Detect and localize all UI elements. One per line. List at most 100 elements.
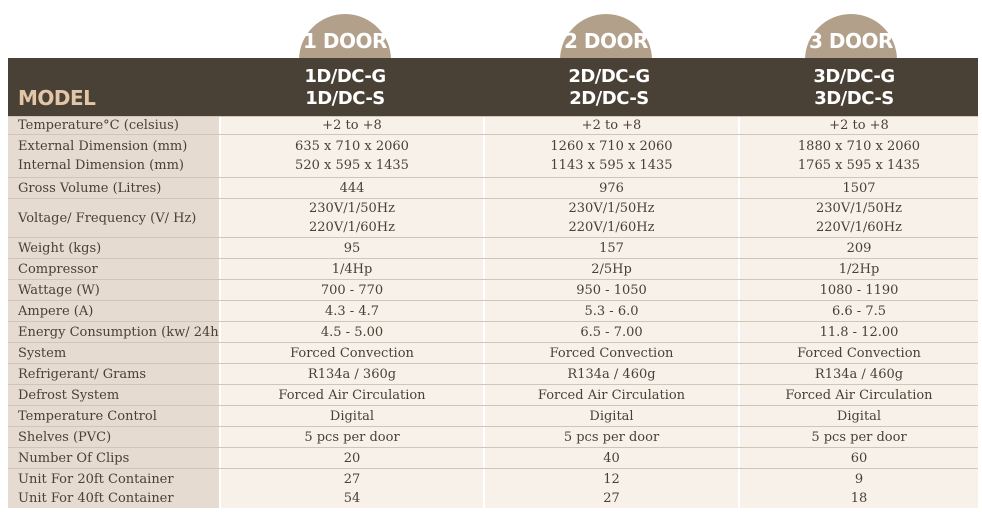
spec-value-3door-text: 209 (846, 240, 872, 256)
spec-value-1door: 635 x 710 x 2060 520 x 595 x 1435 (219, 135, 483, 177)
spec-value-3door: 1880 x 710 x 2060 1765 x 595 x 1435 (738, 135, 978, 177)
spec-value-2door-text: +2 to +8 (581, 118, 642, 133)
spec-value-1door-text: 4.3 - 4.7 (324, 303, 379, 319)
spec-value-3door: 1080 - 1190 (738, 280, 978, 300)
spec-value-2door-text: 27 (603, 490, 620, 506)
spec-row: Wattage (W) 700 - 770 950 - 1050 1080 - 119… (8, 279, 978, 300)
spec-value-3door-text: R134a / 460g (814, 366, 904, 382)
spec-value-2door-text: 5 pcs per door (563, 429, 660, 445)
model-code: 2D/DC-G (568, 66, 650, 87)
spec-value-2door-text: Forced Air Circulation (537, 387, 686, 403)
spec-value-2door: +2 to +8 (483, 117, 738, 134)
spec-value-2door: 5 pcs per door (483, 427, 738, 447)
spec-row: Energy Consumption (kw/ 24h) 4.5 - 5.00 6.… (8, 321, 978, 342)
spec-row: External Dimension (mm) Internal Dimensio… (8, 134, 978, 177)
spec-label-text: Energy Consumption (kw/ 24h) (18, 324, 224, 340)
spec-value-3door-text: 11.8 - 12.00 (819, 324, 899, 340)
model-code: 2D/DC-S (569, 88, 649, 109)
spec-row: Temperature°C (celsius) +2 to +8 +2 to +8 +… (8, 116, 978, 134)
spec-value-3door-text: 1765 x 595 x 1435 (797, 158, 921, 173)
model-name-3: 3D/DC-G 3D/DC-S (729, 66, 979, 110)
spec-row: Shelves (PVC) 5 pcs per door 5 pcs per doo… (8, 426, 978, 447)
spec-label: Ampere (A) (8, 301, 219, 321)
spec-value-1door: Digital (219, 406, 483, 426)
spec-value-1door-text: R134a / 360g (307, 366, 397, 382)
spec-label: Unit For 20ft Container Unit For 40ft Con… (8, 469, 219, 508)
model-code: 1D/DC-G (304, 66, 386, 87)
spec-value-1door-text: 27 (343, 471, 361, 487)
spec-value-2door: Forced Convection (483, 343, 738, 363)
spec-value-1door-text: 1/4Hp (331, 261, 373, 277)
spec-value-1door-text: Digital (329, 408, 375, 424)
spec-label-text: Ampere (A) (18, 303, 94, 319)
spec-value-1door: 27 54 (219, 469, 483, 508)
spec-value-1door: Forced Convection (219, 343, 483, 363)
spec-value-1door-text: 54 (343, 490, 361, 506)
spec-value-1door-text: +2 to +8 (322, 118, 382, 133)
spec-value-3door: 1/2Hp (738, 259, 978, 279)
spec-value-3door: 1507 (738, 178, 978, 198)
spec-value-2door-text: 230V/1/50Hz (568, 201, 655, 216)
spec-value-3door-text: 1/2Hp (838, 261, 880, 277)
header-band (8, 58, 978, 116)
spec-label: Shelves (PVC) (8, 427, 219, 447)
spec-row: Voltage/ Frequency (V/ Hz) 230V/1/50Hz 220… (8, 198, 978, 237)
spec-value-3door-text: 1507 (842, 180, 876, 196)
spec-value-3door: +2 to +8 (738, 117, 978, 134)
spec-label: Compressor (8, 259, 219, 279)
spec-value-3door-text: Digital (836, 408, 882, 424)
spec-label-text: Unit For 20ft Container (18, 471, 174, 487)
spec-value-3door-text: +2 to +8 (829, 118, 889, 133)
spec-label: Defrost System (8, 385, 219, 405)
spec-label-text: Gross Volume (Litres) (18, 180, 162, 196)
spec-value-1door-text: 20 (343, 450, 361, 466)
spec-value-1door-text: 700 - 770 (320, 282, 384, 298)
spec-value-3door-text: 1080 - 1190 (819, 282, 899, 298)
spec-value-1door: 4.3 - 4.7 (219, 301, 483, 321)
spec-value-2door-text: 950 - 1050 (576, 282, 647, 298)
spec-value-1door-text: 635 x 710 x 2060 (295, 139, 409, 154)
spec-label: Voltage/ Frequency (V/ Hz) (8, 199, 219, 237)
spec-value-2door: 2/5Hp (483, 259, 738, 279)
spec-value-3door: Forced Air Circulation (738, 385, 978, 405)
spec-value-2door-text: Digital (589, 408, 634, 424)
spec-label-text: Shelves (PVC) (18, 429, 112, 445)
model-label: MODEL (18, 86, 96, 110)
spec-row: Refrigerant/ Grams R134a / 360g R134a / 46… (8, 363, 978, 384)
spec-value-3door-text: 1880 x 710 x 2060 (797, 139, 921, 154)
spec-row: System Forced Convection Forced Convection… (8, 342, 978, 363)
spec-value-2door: R134a / 460g (483, 364, 738, 384)
spec-value-3door: 209 (738, 238, 978, 258)
spec-value-1door-text: 4.5 - 5.00 (320, 324, 384, 340)
spec-value-2door-text: 40 (603, 450, 620, 466)
spec-label: Wattage (W) (8, 280, 219, 300)
spec-label: Temperature Control (8, 406, 219, 426)
spec-value-1door-text: 220V/1/60Hz (309, 220, 395, 235)
spec-value-2door-text: 12 (603, 471, 620, 487)
spec-label: Energy Consumption (kw/ 24h) (8, 322, 224, 342)
spec-value-2door: 12 27 (483, 469, 738, 508)
spec-value-1door: 230V/1/50Hz 220V/1/60Hz (219, 199, 483, 237)
spec-value-2door-text: 5.3 - 6.0 (584, 303, 639, 319)
spec-value-3door: 9 18 (738, 469, 978, 508)
spec-value-1door-text: 444 (339, 180, 365, 196)
spec-value-3door-text: 230V/1/50Hz (816, 201, 902, 216)
spec-value-2door-text: 220V/1/60Hz (568, 220, 655, 235)
spec-label: Refrigerant/ Grams (8, 364, 219, 384)
spec-value-2door: 40 (483, 448, 738, 468)
spec-value-2door: 6.5 - 7.00 (483, 322, 738, 342)
spec-row: Gross Volume (Litres) 444 976 1507 (8, 177, 978, 198)
spec-value-2door: 1260 x 710 x 2060 1143 x 595 x 1435 (483, 135, 738, 177)
spec-value-2door: 230V/1/50Hz 220V/1/60Hz (483, 199, 738, 237)
spec-value-3door: 230V/1/50Hz 220V/1/60Hz (738, 199, 978, 237)
spec-value-1door: 20 (219, 448, 483, 468)
spec-value-1door-text: 5 pcs per door (304, 429, 400, 445)
spec-value-2door: 157 (483, 238, 738, 258)
spec-value-1door: 444 (219, 178, 483, 198)
spec-value-2door-text: 2/5Hp (591, 261, 632, 277)
model-name-2: 2D/DC-G 2D/DC-S (484, 66, 734, 110)
spec-label-text: External Dimension (mm) (18, 139, 188, 154)
spec-value-2door-text: 1260 x 710 x 2060 (550, 139, 673, 154)
spec-value-1door: +2 to +8 (219, 117, 483, 134)
spec-value-2door-text: R134a / 460g (567, 366, 656, 382)
